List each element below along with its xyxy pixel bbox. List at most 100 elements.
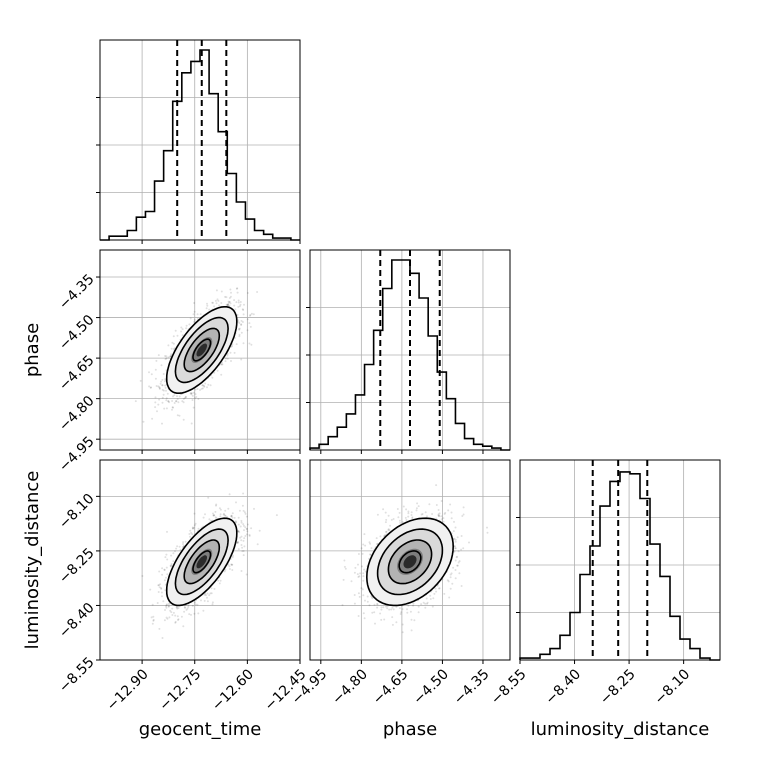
scatter-point xyxy=(220,290,223,293)
scatter-point xyxy=(184,540,187,543)
scatter-point xyxy=(452,566,455,569)
scatter-point xyxy=(165,389,167,392)
scatter-point xyxy=(426,602,428,605)
scatter-point xyxy=(158,584,160,587)
scatter-point xyxy=(374,622,376,625)
scatter-point xyxy=(186,607,189,610)
scatter-point xyxy=(207,383,210,386)
scatter-point xyxy=(242,524,245,527)
scatter-point xyxy=(353,594,356,596)
scatter-point xyxy=(241,321,244,323)
scatter-point xyxy=(417,611,420,614)
scatter-point xyxy=(181,400,184,403)
scatter-point xyxy=(206,386,208,389)
scatter-point xyxy=(196,603,199,606)
scatter-point xyxy=(164,609,166,611)
scatter-point xyxy=(242,550,245,552)
scatter-point xyxy=(193,302,196,304)
scatter-point xyxy=(190,392,193,395)
scatter-point xyxy=(241,504,244,507)
scatter-point xyxy=(246,292,249,294)
scatter-point xyxy=(213,587,216,590)
scatter-point xyxy=(194,522,197,525)
scatter-point xyxy=(386,607,389,610)
scatter-point xyxy=(160,364,163,367)
scatter-point xyxy=(154,396,157,399)
scatter-point xyxy=(161,595,163,598)
scatter-point xyxy=(158,570,161,573)
scatter-point xyxy=(205,307,208,310)
scatter-point xyxy=(238,327,240,330)
scatter-point xyxy=(170,554,173,557)
scatter-point xyxy=(388,608,391,611)
scatter-point xyxy=(192,313,195,316)
scatter-point xyxy=(193,526,195,529)
scatter-point xyxy=(214,299,217,302)
scatter-point xyxy=(429,598,432,600)
scatter-point xyxy=(160,587,163,590)
scatter-point xyxy=(148,371,150,374)
scatter-point xyxy=(253,507,255,510)
scatter-point xyxy=(152,618,155,621)
scatter-point xyxy=(213,371,216,374)
scatter-point xyxy=(249,325,252,328)
scatter-point xyxy=(398,607,401,610)
scatter-point xyxy=(434,587,437,590)
scatter-point xyxy=(174,550,176,553)
scatter-point xyxy=(416,502,419,505)
scatter-point xyxy=(231,512,234,515)
scatter-point xyxy=(382,508,385,511)
scatter-point xyxy=(410,514,413,516)
scatter-point xyxy=(203,593,206,596)
scatter-point xyxy=(176,395,178,398)
scatter-point xyxy=(215,503,218,506)
scatter-point xyxy=(219,579,222,582)
scatter-point xyxy=(454,540,457,543)
scatter-point xyxy=(209,384,212,387)
scatter-point xyxy=(449,573,452,576)
scatter-point xyxy=(364,599,366,602)
scatter-point xyxy=(239,525,242,528)
scatter-point xyxy=(166,530,168,533)
scatter-point xyxy=(224,509,227,512)
scatter-point xyxy=(226,303,229,306)
scatter-point xyxy=(162,373,165,375)
scatter-point xyxy=(386,605,389,608)
scatter-point xyxy=(356,573,359,576)
scatter-point xyxy=(165,357,168,360)
scatter-point xyxy=(363,617,366,620)
scatter-point xyxy=(401,631,404,634)
scatter-point xyxy=(200,387,203,390)
scatter-point xyxy=(174,620,177,623)
scatter-point xyxy=(245,573,248,576)
scatter-point xyxy=(371,597,374,600)
scatter-point xyxy=(244,512,247,515)
scatter-point xyxy=(169,564,172,567)
scatter-point xyxy=(187,605,190,608)
scatter-point xyxy=(207,496,210,499)
scatter-point xyxy=(175,400,177,403)
scatter-point xyxy=(158,627,161,630)
scatter-point xyxy=(227,303,230,306)
scatter-point xyxy=(161,573,164,576)
scatter-point xyxy=(420,513,423,516)
scatter-point xyxy=(168,616,171,619)
scatter-point xyxy=(380,606,383,609)
scatter-point xyxy=(228,301,231,304)
scatter-point xyxy=(380,618,383,621)
scatter-point xyxy=(170,611,173,614)
scatter-point xyxy=(456,536,459,539)
scatter-point xyxy=(236,287,239,290)
scatter-point xyxy=(155,385,158,387)
scatter-point xyxy=(150,373,153,376)
scatter-point xyxy=(206,592,209,595)
scatter-point xyxy=(431,605,434,608)
scatter-point xyxy=(199,389,201,391)
scatter-point xyxy=(226,354,229,357)
scatter-point xyxy=(438,512,441,515)
scatter-point xyxy=(424,602,427,605)
scatter-point xyxy=(208,518,211,521)
scatter-point xyxy=(250,527,253,530)
scatter-point xyxy=(158,387,161,390)
scatter-point xyxy=(424,606,427,609)
